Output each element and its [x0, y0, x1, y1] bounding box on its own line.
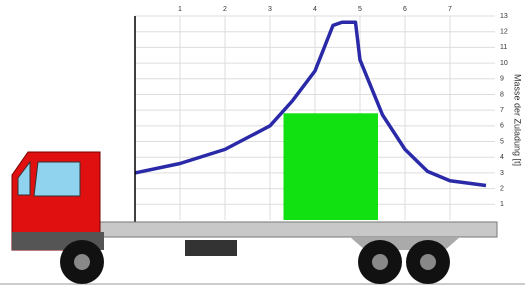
- cab-window: [34, 162, 80, 196]
- x-tick-label: 3: [268, 6, 272, 13]
- hub: [74, 254, 90, 270]
- y-axis-label: Masse der Zuladung [t]: [513, 74, 523, 166]
- hub: [372, 254, 388, 270]
- plot: [135, 22, 486, 220]
- y-tick-label: 3: [500, 170, 504, 177]
- y-tick-label: 2: [500, 185, 504, 192]
- y-tick-label: 1: [500, 201, 504, 208]
- x-tick-label: 1: [178, 6, 182, 13]
- x-tick-label: 5: [358, 6, 362, 13]
- y-tick-label: 12: [500, 29, 508, 36]
- x-tick-label: 4: [313, 6, 317, 13]
- y-tick-label: 9: [500, 76, 504, 83]
- chart: Masse der Zuladung [t] 12345671234567891…: [0, 0, 525, 287]
- truck-bed: [100, 222, 497, 237]
- x-tick-label: 6: [403, 6, 407, 13]
- y-tick-label: 10: [500, 60, 508, 67]
- y-tick-label: 11: [500, 44, 507, 51]
- y-tick-label: 13: [500, 13, 508, 20]
- x-tick-label: 7: [448, 6, 452, 13]
- hub: [420, 254, 436, 270]
- y-tick-label: 4: [500, 154, 504, 161]
- x-tick-label: 2: [223, 6, 227, 13]
- page: {"chart_data": {"type": "line", "y_label…: [0, 0, 525, 287]
- tank: [185, 240, 237, 256]
- y-tick-label: 5: [500, 138, 504, 145]
- y-tick-label: 6: [500, 123, 504, 130]
- y-tick-label: 7: [500, 107, 504, 114]
- y-tick-label: 8: [500, 91, 504, 98]
- load-block: [284, 113, 379, 220]
